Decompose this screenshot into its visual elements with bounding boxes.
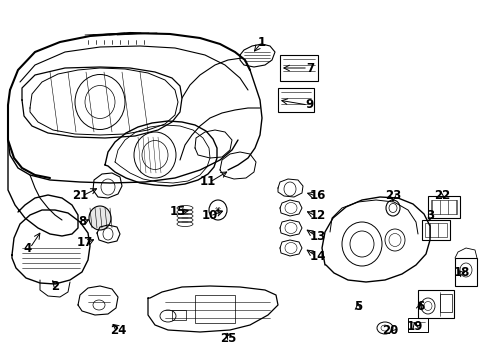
- Text: 25: 25: [220, 332, 236, 345]
- Bar: [280, 55, 317, 81]
- Text: 6: 6: [415, 300, 423, 312]
- Text: 15: 15: [169, 206, 186, 219]
- Text: 16: 16: [309, 189, 325, 202]
- Bar: [427, 196, 459, 218]
- Text: 7: 7: [305, 62, 313, 75]
- Text: 11: 11: [200, 175, 216, 189]
- Bar: [424, 223, 446, 237]
- Bar: [278, 88, 313, 112]
- Bar: [439, 294, 451, 312]
- Bar: [407, 318, 427, 332]
- Bar: [421, 220, 449, 240]
- Text: 9: 9: [305, 99, 313, 112]
- Text: 24: 24: [110, 324, 126, 337]
- Bar: [417, 290, 453, 318]
- Bar: [430, 200, 456, 214]
- Text: 13: 13: [309, 230, 325, 243]
- Text: 4: 4: [24, 242, 32, 255]
- Text: 19: 19: [406, 320, 422, 333]
- Text: 12: 12: [309, 210, 325, 222]
- Text: 17: 17: [77, 237, 93, 249]
- Text: 14: 14: [309, 249, 325, 262]
- Text: 22: 22: [433, 189, 449, 202]
- Text: 1: 1: [257, 36, 265, 49]
- Bar: [454, 258, 476, 286]
- Bar: [172, 310, 185, 320]
- Text: 21: 21: [72, 189, 88, 202]
- Text: 8: 8: [78, 216, 86, 229]
- Bar: [195, 295, 235, 323]
- Text: 18: 18: [453, 265, 469, 279]
- Text: 2: 2: [51, 279, 59, 292]
- Text: 5: 5: [353, 300, 362, 312]
- Text: 23: 23: [384, 189, 400, 202]
- Text: 3: 3: [425, 210, 433, 222]
- Text: 10: 10: [202, 210, 218, 222]
- Text: 20: 20: [381, 324, 397, 337]
- Ellipse shape: [89, 206, 111, 230]
